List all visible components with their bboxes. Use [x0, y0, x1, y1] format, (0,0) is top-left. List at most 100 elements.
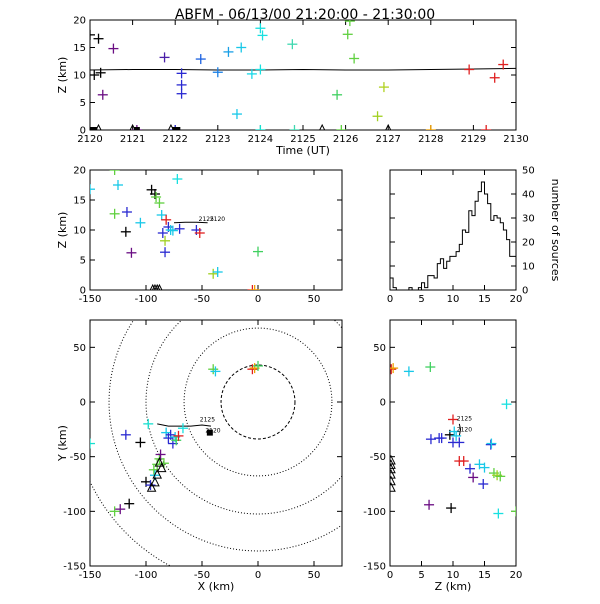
ground-source	[133, 127, 140, 130]
data-point	[154, 198, 165, 208]
data-point	[124, 498, 135, 509]
x-tick-label: 50	[308, 570, 321, 581]
data-point	[253, 246, 263, 257]
track-line	[173, 221, 208, 224]
data-point	[210, 366, 221, 377]
data-point	[108, 43, 119, 54]
data-point	[446, 503, 457, 514]
x-tick-label: -100	[135, 294, 158, 305]
data-point	[131, 125, 142, 130]
x-tick-label: 5	[418, 570, 424, 581]
data-point	[160, 247, 171, 258]
data-point	[425, 362, 436, 373]
data-point	[289, 125, 300, 130]
y-tick-label: 0	[380, 398, 386, 409]
data-point	[90, 29, 95, 40]
y-tick-label: 10	[73, 71, 86, 82]
annotation-label: 2125	[200, 417, 215, 424]
data-point	[479, 462, 490, 473]
data-point	[247, 285, 258, 290]
data-point	[257, 30, 268, 41]
data-point	[176, 88, 187, 99]
station-marker	[319, 123, 326, 130]
data-point	[135, 437, 146, 448]
data-point	[451, 430, 462, 441]
data-point	[176, 68, 187, 79]
data-point	[165, 429, 176, 440]
data-point	[454, 437, 465, 448]
station-marker	[156, 283, 163, 290]
data-point	[349, 53, 360, 64]
data-point	[468, 472, 479, 483]
y-tick-label: 15	[73, 43, 86, 54]
data-point	[157, 228, 168, 238]
y-tick-label: 5	[80, 256, 86, 267]
data-point	[109, 170, 120, 175]
y-axis-label: Y (km)	[56, 425, 69, 462]
data-point	[425, 125, 436, 130]
x-tick-label: 20	[510, 294, 523, 305]
y-tick-label: 50	[373, 343, 386, 354]
station-marker	[95, 123, 102, 130]
x-tick-label: 2126	[333, 134, 358, 145]
data-point	[378, 82, 389, 93]
annotation-label: 2120	[205, 428, 220, 435]
data-point	[336, 125, 347, 130]
data-point	[97, 89, 108, 100]
time_height-frame	[89, 19, 517, 131]
data-point	[90, 184, 95, 195]
data-point	[208, 268, 219, 279]
data-point	[332, 89, 343, 100]
y-tick-label: -100	[63, 507, 86, 518]
data-point	[159, 52, 170, 63]
data-point	[95, 67, 106, 78]
data-point	[436, 433, 447, 444]
x-tick-label: 2122	[162, 134, 187, 145]
ground-source	[174, 127, 181, 130]
data-point	[223, 46, 234, 57]
ground-source	[206, 429, 213, 436]
x-tick-label: -100	[135, 570, 158, 581]
x-tick-label: -50	[194, 294, 210, 305]
plan_view-frame	[89, 319, 343, 567]
annotation-label: 2120	[210, 216, 225, 223]
y-tick-label: -150	[363, 562, 386, 573]
data-point	[212, 267, 223, 277]
plan_view-axes: -150 -100 -50 0 50 -150 -100 -50 0 50 X (km) Y (km)	[56, 319, 343, 593]
y-tick-label: 20	[73, 16, 86, 27]
x-axis-label: X (km)	[198, 580, 235, 593]
x-tick-label: -150	[79, 570, 102, 581]
annotation-label: 2125	[199, 216, 214, 223]
data-point	[155, 449, 166, 460]
x-tick-label: 2121	[120, 134, 145, 145]
data-point	[90, 438, 95, 449]
histogram-step-line	[390, 181, 516, 290]
station-marker	[385, 123, 392, 130]
data-point	[143, 418, 154, 429]
data-point	[372, 111, 383, 122]
data-point	[156, 210, 167, 220]
x-tick-label: 0	[255, 294, 261, 305]
station-marker	[167, 123, 174, 130]
x-tick-label: 2128	[418, 134, 443, 145]
y-axis-label: Z (km)	[56, 212, 69, 249]
y-tick-label: 40	[522, 190, 535, 201]
y-tick-label: 0	[80, 126, 86, 137]
x-tick-label: 0	[387, 570, 393, 581]
data-point	[172, 174, 183, 184]
data-point	[173, 430, 184, 441]
data-point	[424, 499, 435, 510]
data-point	[425, 434, 436, 445]
data-point	[90, 70, 100, 80]
data-point	[474, 459, 485, 470]
x-tick-label: 20	[510, 570, 523, 581]
y-tick-label: -100	[363, 507, 386, 518]
track-line	[458, 423, 462, 436]
x-tick-label: 10	[447, 294, 460, 305]
data-point	[176, 79, 187, 90]
range-ring	[90, 320, 172, 566]
data-point	[177, 423, 188, 434]
data-point	[342, 29, 353, 40]
